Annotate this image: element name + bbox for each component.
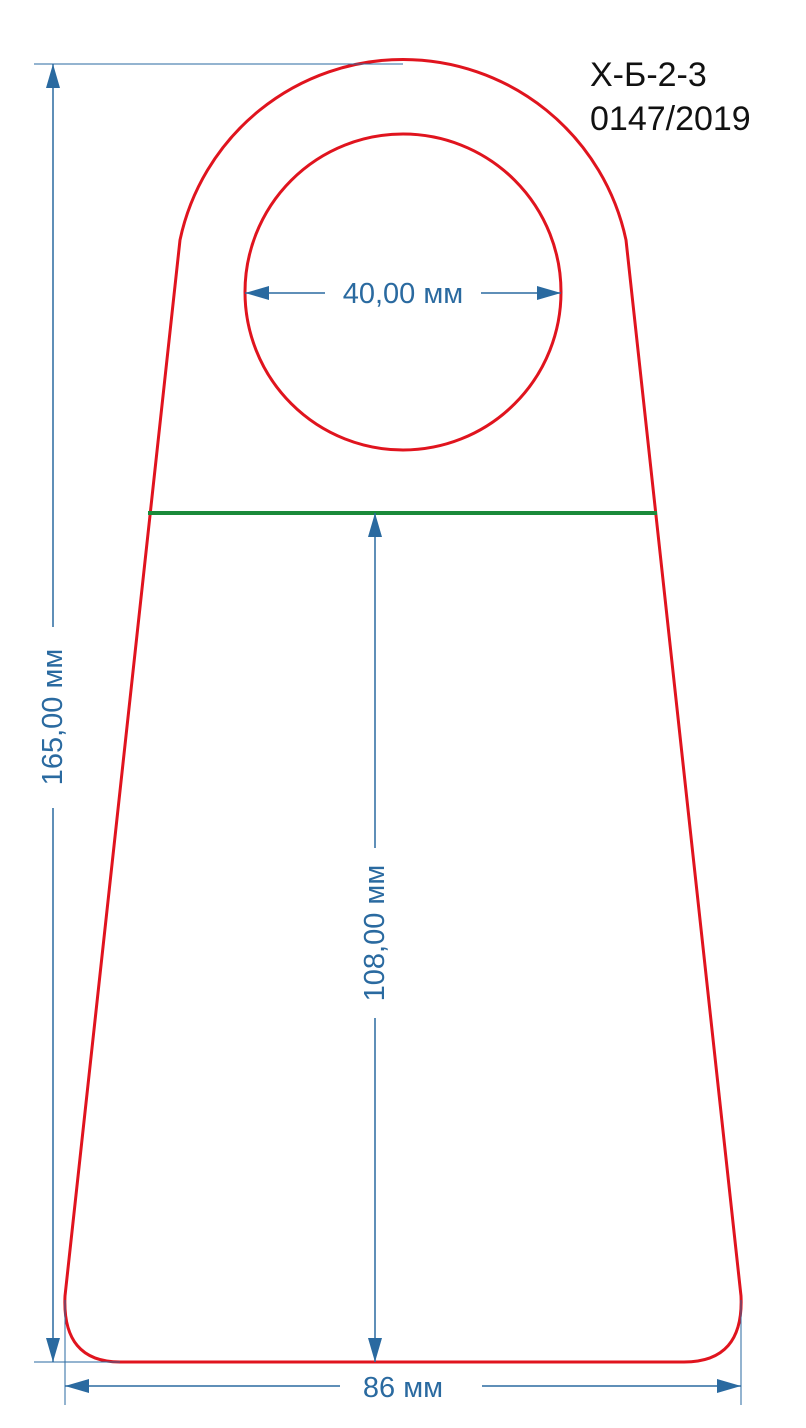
- hole-diameter-label: 40,00 мм: [343, 278, 464, 310]
- hanger-outline: [63, 57, 743, 1364]
- bottom-width-label: 86 мм: [363, 1372, 443, 1404]
- drawing-number: 0147/2019: [590, 100, 751, 138]
- lower-height-label: 108,00 мм: [359, 865, 391, 1002]
- drawing-code: Х-Б-2-3: [590, 56, 707, 94]
- total-height-label: 165,00 мм: [37, 649, 69, 786]
